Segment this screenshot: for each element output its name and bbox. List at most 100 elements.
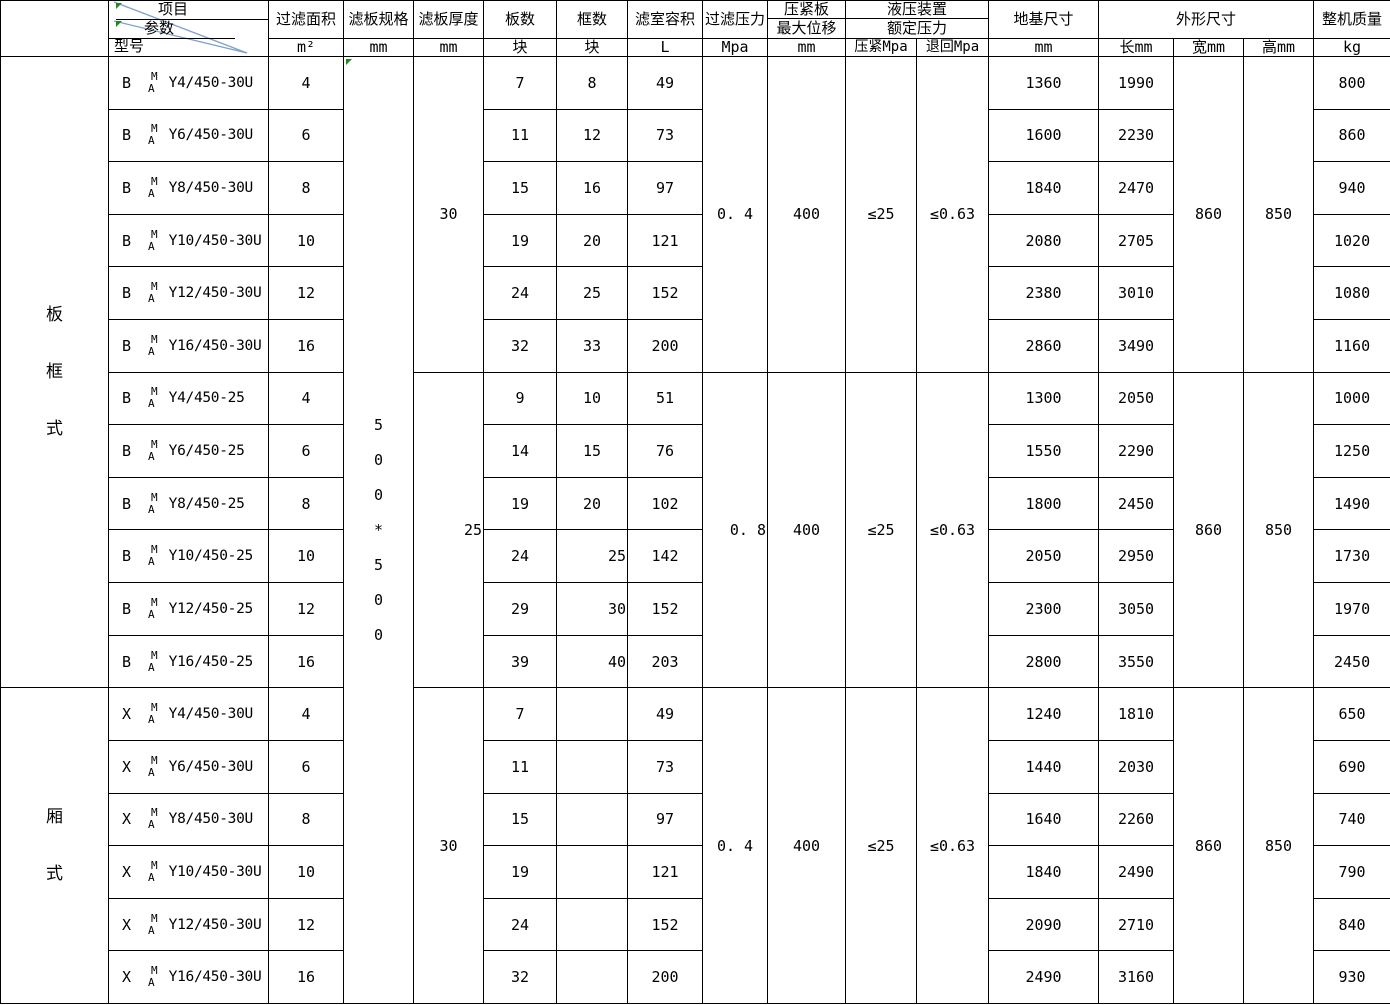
unit-press: 压紧Mpa [845,37,917,58]
cell-model: B M A Y6/450-25 [108,424,269,478]
cell-model: B M A Y8/450-30U [108,161,269,215]
cell-return-rated: ≤0.63 [915,371,990,689]
cell-plate-count: 14 [483,424,557,478]
model-name: Y10/450-30U [168,232,262,249]
cell-plate-count: 19 [483,845,557,899]
cell-length: 2705 [1098,213,1175,268]
model-name: Y10/450-30U [168,863,262,880]
spec-row: 厢式 X M A Y4/450-30U 4 30 7 49 0. 4 400 ≤25 ≤0.63 1240… [0,687,1390,1004]
cell-filter-area: 16 [268,950,344,1004]
model-prefix: B [122,389,132,408]
cell-foundation: 1640 [988,792,1100,847]
cell-frame-count [556,897,628,952]
model-name: Y8/450-30U [168,811,254,828]
unit-height: 高mm [1243,37,1315,58]
cell-mass: 1000 [1313,371,1390,426]
model-designation: X M A Y4/450-30U [110,689,268,740]
cell-foundation: 1300 [988,371,1100,426]
cell-filter-area: 8 [268,161,344,215]
spec-row: B M A Y6/450-25 6 14 15 76 1550 2290 1250 [1,424,1390,478]
cell-length: 2260 [1098,792,1175,847]
cell-length: 2030 [1098,739,1175,794]
cell-model: X M A Y6/450-30U [108,739,269,794]
cell-plate-count: 15 [483,161,557,215]
model-stack-bottom: A [148,502,155,516]
model-stack-bottom: A [148,344,155,358]
model-designation: B M A Y16/450-30U [110,321,268,372]
type-column-corner [0,0,109,57]
cell-chamber-volume: 51 [627,371,703,426]
model-stack-bottom: A [148,187,155,201]
cell-filter-area: 6 [268,424,344,478]
cell-plate-spec: 5 0 0 * 5 0 0 [343,56,414,1004]
cell-mass: 690 [1313,739,1390,794]
cell-foundation: 1800 [988,476,1100,531]
model-prefix: X [122,810,132,829]
cell-filter-area: 12 [268,897,344,952]
cell-foundation: 1360 [988,56,1100,110]
cell-length: 2950 [1098,529,1175,584]
cell-chamber-volume: 121 [627,845,703,899]
cell-filter-area: 10 [268,213,344,268]
cell-mass: 740 [1313,792,1390,847]
model-prefix: B [122,179,132,198]
header-row-2: 最大位移 额定压力 [1,18,1390,39]
model-stack-bottom: A [148,81,155,95]
model-designation: B M A Y4/450-25 [110,373,268,424]
model-stack-top: M [151,227,158,241]
cell-chamber-volume: 152 [627,582,703,636]
unit-displacement: mm [767,37,846,58]
cell-filter-pressure: 0. 4 [702,687,768,1004]
cell-filter-area: 12 [268,582,344,636]
diagonal-bottom-label: 型号 [114,37,145,55]
model-name: Y12/450-30U [168,285,262,302]
model-designation: B M A Y12/450-25 [110,584,268,635]
header-plate-count: 板数 [483,0,557,39]
model-designation: X M A Y10/450-30U [110,847,268,898]
cell-frame-count: 40 [556,634,628,689]
cell-frame-count [556,845,628,899]
cell-length: 1990 [1098,56,1175,110]
header-filter-pressure: 过滤压力 [702,0,768,39]
cell-mass: 1160 [1313,319,1390,373]
header-chamber-volume: 滤室容积 [627,0,703,39]
cell-filter-area: 4 [268,371,344,426]
cell-mass: 790 [1313,845,1390,899]
cell-plate-count: 19 [483,213,557,268]
cell-plate-thickness: 30 [413,56,484,373]
cell-model: B M A Y12/450-25 [108,582,269,636]
cell-length: 2470 [1098,161,1175,215]
cell-frame-count: 12 [556,108,628,163]
cell-chamber-volume: 97 [627,792,703,847]
model-stack-top: M [151,911,158,925]
model-prefix: B [122,652,132,671]
model-designation: B M A Y10/450-30U [110,215,268,266]
cell-chamber-volume: 121 [627,213,703,268]
cell-foundation: 1840 [988,161,1100,215]
cell-model: B M A Y4/450-30U [108,56,269,110]
cell-model: B M A Y8/450-25 [108,476,269,531]
cell-frame-count [556,687,628,741]
header-rated-pressure: 额定压力 [844,18,990,39]
model-stack-top: M [151,543,158,557]
unit-frames: 块 [556,37,628,58]
cell-chamber-volume: 142 [627,529,703,584]
cell-frame-count: 33 [556,319,628,373]
cell-model: B M A Y4/450-25 [108,371,269,426]
cell-chamber-volume: 73 [627,739,703,794]
cell-length: 3490 [1098,319,1175,373]
model-prefix: B [122,284,132,303]
cell-height: 850 [1243,371,1315,689]
unit-area: m² [268,37,344,58]
cell-foundation: 1840 [988,845,1100,899]
header-row-1: 项目 参数 型号 过滤面积 滤板规格 滤板厚度 板数 框数 滤室容积 过滤压力 … [0,0,1390,57]
model-designation: X M A Y8/450-30U [110,794,268,845]
spec-row: X M A Y8/450-30U 8 15 97 1640 2260 740 [1,792,1390,847]
